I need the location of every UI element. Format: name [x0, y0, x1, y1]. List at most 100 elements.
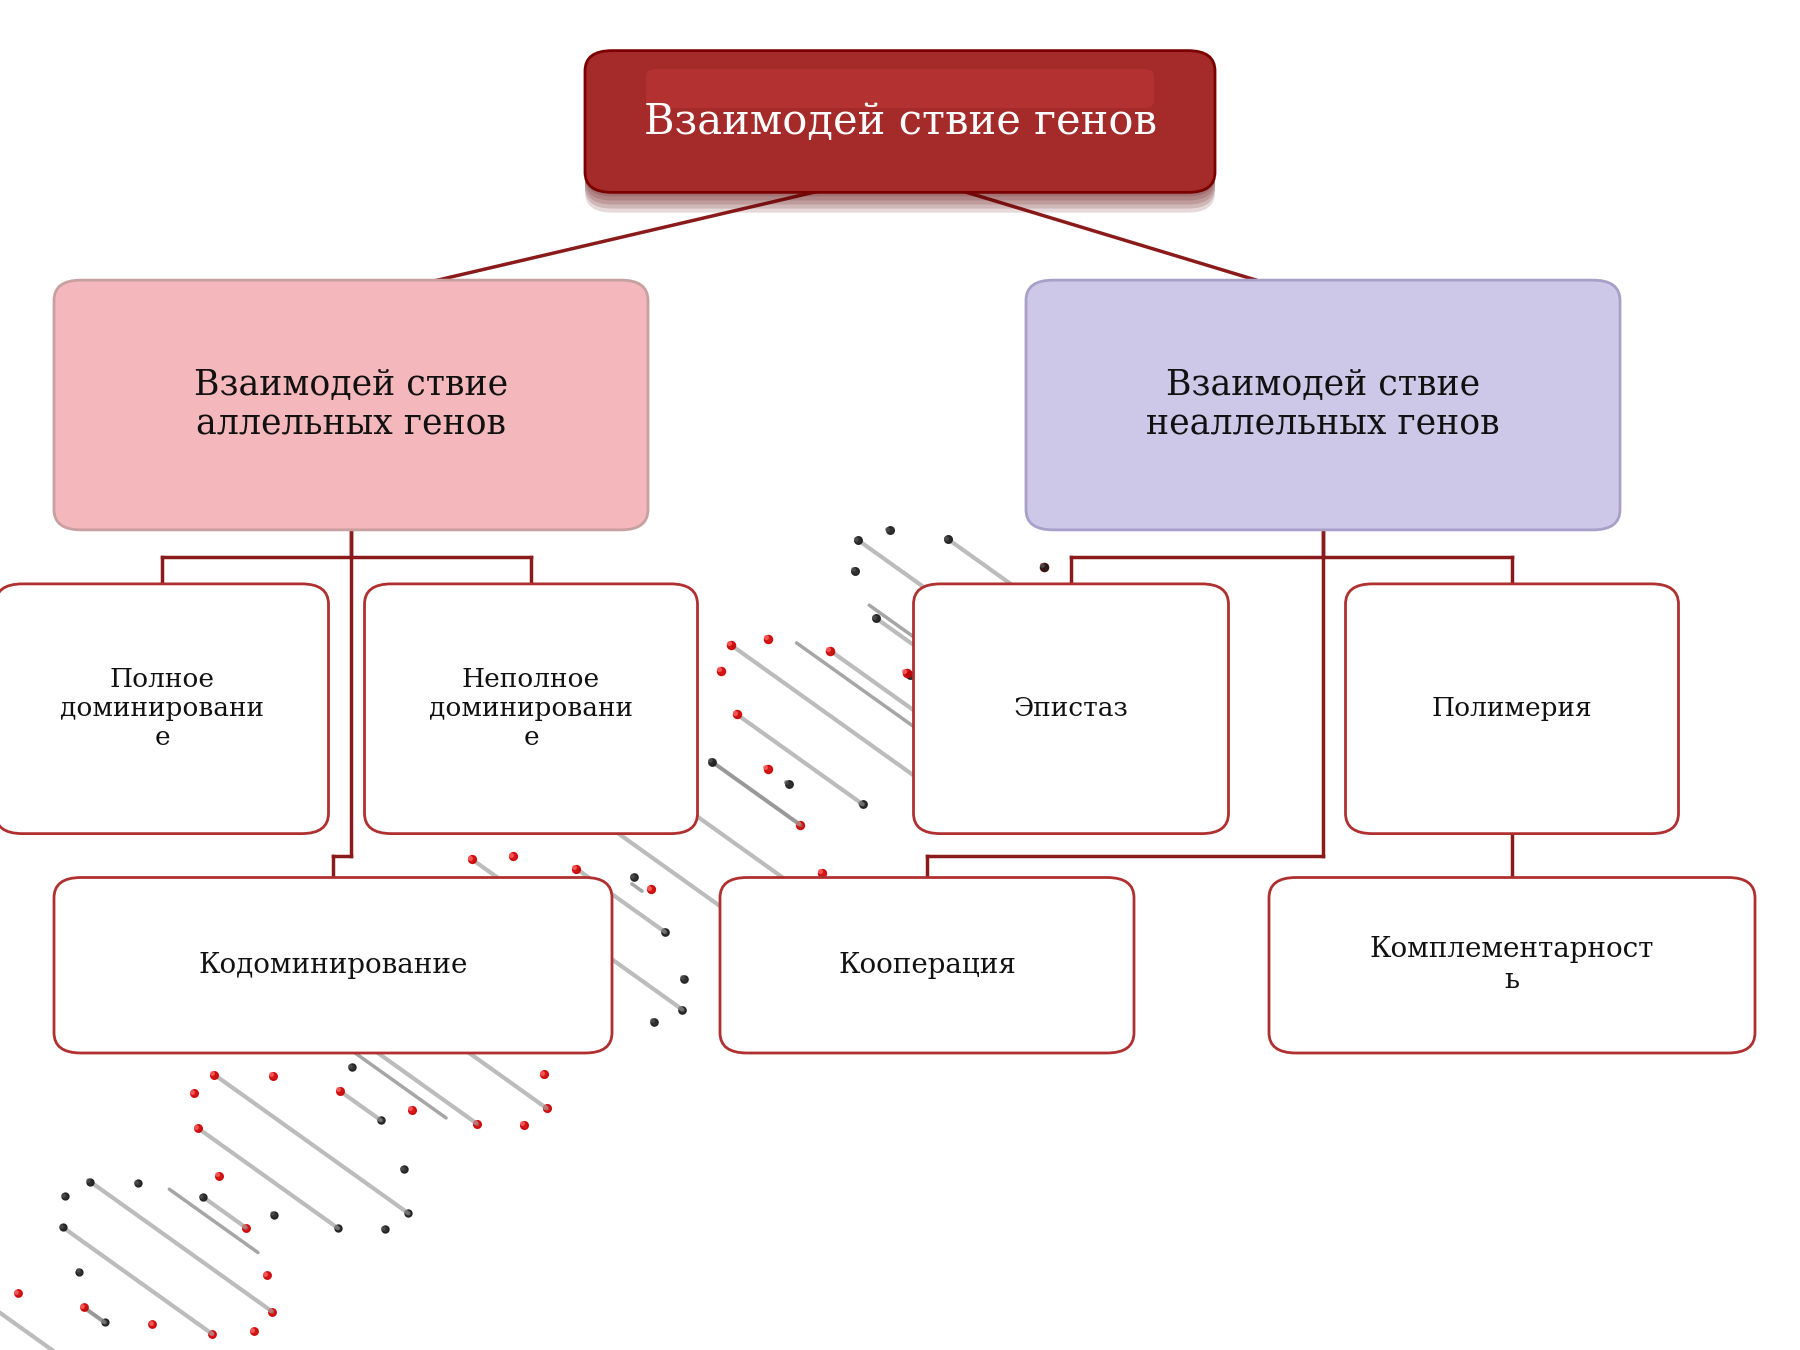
- Point: [441, 869, 470, 891]
- Point: [508, 1015, 536, 1037]
- Point: [389, 1158, 418, 1180]
- Point: [70, 1297, 99, 1319]
- Point: [376, 953, 405, 975]
- Point: [970, 684, 999, 706]
- Point: [1073, 693, 1102, 714]
- Text: Эпистаз: Эпистаз: [1013, 697, 1129, 721]
- Point: [940, 792, 968, 814]
- Point: [497, 844, 526, 865]
- Point: [947, 767, 976, 788]
- Point: [787, 814, 815, 836]
- Point: [841, 560, 869, 582]
- FancyBboxPatch shape: [585, 54, 1215, 196]
- Point: [1031, 697, 1060, 718]
- Point: [311, 973, 340, 995]
- Text: Взаимодей ствие
аллельных генов: Взаимодей ствие аллельных генов: [194, 369, 508, 441]
- Point: [1030, 556, 1058, 578]
- Point: [873, 518, 902, 540]
- Point: [322, 1216, 351, 1238]
- Point: [463, 1112, 491, 1134]
- Point: [574, 761, 603, 783]
- Point: [189, 1187, 218, 1208]
- Point: [1030, 556, 1058, 578]
- Point: [257, 1301, 286, 1323]
- Text: Кооперация: Кооперация: [839, 952, 1015, 979]
- Point: [848, 794, 877, 815]
- Point: [252, 1265, 281, 1287]
- Point: [4, 1282, 32, 1304]
- Point: [619, 867, 648, 888]
- Point: [716, 634, 745, 656]
- FancyBboxPatch shape: [54, 878, 612, 1053]
- Point: [202, 1164, 230, 1185]
- Point: [707, 660, 736, 682]
- Point: [256, 1299, 284, 1320]
- Point: [250, 1264, 279, 1285]
- Point: [182, 1116, 211, 1138]
- Point: [772, 772, 801, 794]
- Point: [47, 1215, 76, 1237]
- Point: [88, 1311, 117, 1332]
- Point: [589, 738, 617, 760]
- Point: [637, 879, 666, 900]
- Point: [650, 921, 679, 942]
- Text: Взаимодей ствие
неаллельных генов: Взаимодей ствие неаллельных генов: [1147, 369, 1499, 441]
- Point: [180, 1083, 209, 1104]
- Point: [259, 1065, 288, 1087]
- Point: [461, 1111, 490, 1133]
- Text: Комплементарност
ь: Комплементарност ь: [1370, 936, 1654, 995]
- Point: [752, 759, 781, 780]
- Point: [562, 859, 590, 880]
- FancyBboxPatch shape: [364, 585, 697, 834]
- Point: [124, 1173, 153, 1195]
- Point: [806, 894, 835, 915]
- Point: [808, 863, 837, 884]
- Point: [1028, 555, 1057, 576]
- Point: [2, 1281, 31, 1303]
- Text: Полимерия: Полимерия: [1431, 697, 1593, 721]
- Point: [844, 529, 873, 551]
- Point: [187, 1185, 216, 1207]
- Point: [875, 520, 904, 541]
- Point: [310, 971, 338, 992]
- Point: [846, 792, 875, 814]
- Point: [232, 1216, 261, 1238]
- Point: [367, 1110, 396, 1131]
- Point: [617, 865, 646, 887]
- Point: [722, 703, 751, 725]
- Point: [515, 988, 544, 1010]
- Point: [499, 845, 527, 867]
- Point: [74, 1169, 103, 1191]
- Point: [455, 848, 484, 869]
- Point: [387, 1157, 416, 1179]
- Point: [196, 1322, 225, 1343]
- Point: [90, 1312, 119, 1334]
- Point: [315, 1008, 344, 1030]
- Point: [893, 662, 922, 683]
- Point: [122, 1172, 151, 1193]
- Point: [508, 1112, 536, 1134]
- Point: [572, 760, 601, 782]
- Point: [634, 878, 662, 899]
- Point: [392, 1202, 421, 1223]
- Point: [184, 1118, 212, 1139]
- Point: [531, 1096, 560, 1118]
- Point: [590, 813, 619, 834]
- Text: Полное
доминировани
е: Полное доминировани е: [59, 667, 265, 751]
- Point: [905, 802, 934, 824]
- Point: [1084, 668, 1112, 690]
- Point: [1071, 626, 1100, 648]
- Point: [967, 683, 995, 705]
- Point: [338, 1056, 367, 1077]
- Point: [137, 1312, 166, 1334]
- Point: [668, 967, 697, 988]
- Point: [378, 956, 407, 977]
- Point: [364, 1108, 392, 1130]
- Point: [776, 906, 805, 927]
- Point: [205, 1165, 234, 1187]
- Point: [238, 1319, 266, 1341]
- Point: [394, 1203, 423, 1224]
- Point: [200, 1064, 229, 1085]
- FancyBboxPatch shape: [585, 63, 1215, 204]
- Point: [896, 664, 925, 686]
